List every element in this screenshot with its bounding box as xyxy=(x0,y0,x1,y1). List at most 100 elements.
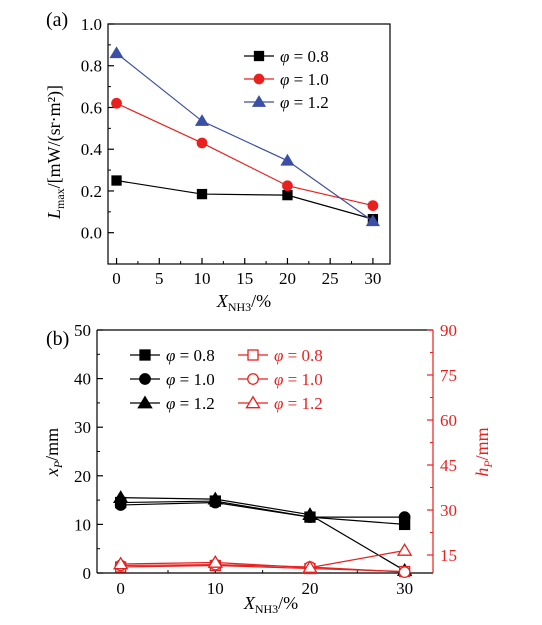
panel-a-data-point xyxy=(367,200,379,211)
legend-label-b-5: φ = 1.2 xyxy=(274,394,323,413)
panel-a-y-tick-label: 0.6 xyxy=(81,98,102,117)
panel-b-chart: (b) xP/mm hP/mm XNH3/% 0 10 20 300102030405… xyxy=(42,321,495,616)
panel-a-ylabel-sub: max xyxy=(53,188,67,209)
panel-b-y-left-tick-label: 50 xyxy=(74,321,91,340)
panel-b-data-point xyxy=(112,556,129,570)
panel-a-data-point xyxy=(196,188,208,200)
panel-a-data-point xyxy=(280,153,295,166)
panel-b-y-left-tick-label: 40 xyxy=(74,370,91,389)
panel-b-legend-marker xyxy=(247,373,259,385)
legend-label-b-0: φ = 0.8 xyxy=(166,346,215,365)
panel-a-data-point xyxy=(282,189,293,201)
panel-b-series-line-1 xyxy=(120,501,405,518)
panel-b-legend-marker xyxy=(247,349,259,361)
panel-b-y-left-tick-label: 20 xyxy=(74,467,91,486)
panel-b-ylabel-right-unit: /mm xyxy=(472,427,492,460)
panel-b-x-tick-label: 30 xyxy=(396,579,413,598)
panel-b-y-left-tick-label: 10 xyxy=(74,515,91,534)
panel-b-x-tick-label: 10 xyxy=(207,579,224,598)
panel-a-x-tick-label: 5 xyxy=(155,269,164,288)
panel-b-y-right-tick-label: 60 xyxy=(440,411,457,430)
panel-a-x-tick-label: 25 xyxy=(322,269,339,288)
panel-b-xlabel-main: X xyxy=(243,593,256,613)
panel-b-xlabel: XNH3/% xyxy=(243,593,298,616)
legend-label-b-4: φ = 1.0 xyxy=(274,370,323,389)
panel-b-y-right-tick-label: 90 xyxy=(440,321,457,340)
panel-a-series-line-1 xyxy=(116,102,374,207)
panel-b-y-left-tick-label: 30 xyxy=(74,418,91,437)
panel-b-y-right-tick-label: 30 xyxy=(440,501,457,520)
panel-b-ylabel-right: hP/mm xyxy=(472,427,495,476)
panel-a-legend-marker xyxy=(253,73,265,85)
panel-b-ylabel-left-sub: P xyxy=(51,460,65,469)
panel-a-legend-marker xyxy=(253,50,265,62)
panel-b-series-line-0 xyxy=(120,500,405,525)
panel-b-data-point xyxy=(302,560,318,573)
panel-b-ylabel-right-sub: P xyxy=(481,460,495,469)
panel-a-series-line-2 xyxy=(116,52,374,222)
panel-a-data-point xyxy=(111,97,122,109)
panel-b-y-left-tick-label: 0 xyxy=(83,564,92,583)
panel-b-label: (b) xyxy=(46,328,69,350)
panel-a-y-tick-label: 0.4 xyxy=(81,140,103,159)
panel-a-data-point xyxy=(111,175,122,186)
panel-b-ylabel-left-main: x xyxy=(42,468,62,477)
legend-label-a-0: φ = 0.8 xyxy=(280,47,329,66)
panel-a-x-tick-label: 20 xyxy=(279,269,296,288)
panel-b-series-line-4 xyxy=(120,563,405,573)
panel-b-legend-marker xyxy=(139,373,151,385)
panel-a-xlabel-unit: /% xyxy=(251,291,271,311)
panel-a-xlabel-main: X xyxy=(216,291,229,311)
panel-b-data-point xyxy=(398,511,411,524)
panel-a-ylabel-main: L xyxy=(44,209,64,220)
panel-a-data-point xyxy=(282,180,293,192)
panel-a-legend-marker xyxy=(251,95,267,107)
panel-b-y-right-tick-label: 45 xyxy=(440,456,457,475)
panel-b-data-point xyxy=(112,490,129,504)
panel-b-ylabel-left: xP/mm xyxy=(42,428,65,477)
panel-b-legend-marker xyxy=(137,395,153,409)
panel-b-data-point xyxy=(398,566,411,578)
panel-b-legend-marker xyxy=(139,349,151,361)
panel-b-data-point xyxy=(207,554,224,568)
panel-a-chart: (a) Lmax/[mW/(sr·m²)] XNH3/% 0 5 10 15 20 25 3… xyxy=(44,9,391,314)
panel-a-x-tick-label: 30 xyxy=(364,269,381,288)
panel-a-x-tick-label: 0 xyxy=(112,269,121,288)
panel-b-xlabel-sub: NH3 xyxy=(255,602,278,616)
panel-a-y-tick-label: 0.0 xyxy=(81,224,102,243)
panel-a-y-tick-label: 1.0 xyxy=(81,15,102,34)
legend-label-b-3: φ = 0.8 xyxy=(274,346,323,365)
panel-b-data-point xyxy=(302,507,318,521)
panel-a-y-tick-label: 0.2 xyxy=(81,182,102,201)
legend-label-a-2: φ = 1.2 xyxy=(280,93,329,112)
panel-a-xlabel: XNH3/% xyxy=(216,291,271,314)
panel-b-xlabel-unit: /% xyxy=(278,593,298,613)
panel-a-data-point xyxy=(194,114,210,126)
panel-a-data-point xyxy=(109,46,124,59)
panel-a-plot-frame xyxy=(107,23,391,265)
panel-b-y-right-tick-label: 15 xyxy=(440,546,457,565)
panel-b-data-point xyxy=(207,491,224,505)
legend-label-b-1: φ = 1.0 xyxy=(166,370,215,389)
panel-a-xlabel-sub: NH3 xyxy=(228,300,251,314)
panel-a-series-line-0 xyxy=(116,179,374,220)
panel-b-series-line-5 xyxy=(120,549,405,569)
panel-b-data-point xyxy=(396,542,413,556)
panel-b-legend-marker xyxy=(245,395,261,409)
panel-a-y-tick-label: 0.8 xyxy=(81,57,102,76)
panel-a-ylabel-unit: /[mW/(sr·m²)] xyxy=(44,85,65,188)
panel-b-series-line-2 xyxy=(120,497,405,572)
legend-label-a-1: φ = 1.0 xyxy=(280,70,329,89)
panel-a-label: (a) xyxy=(46,9,68,31)
panel-a-data-point xyxy=(365,214,380,227)
panel-a-ylabel: Lmax/[mW/(sr·m²)] xyxy=(44,85,67,220)
panel-a-x-tick-label: 15 xyxy=(236,269,253,288)
panel-b-x-tick-label: 0 xyxy=(116,579,125,598)
panel-b-y-right-tick-label: 75 xyxy=(440,366,457,385)
panel-b-ylabel-right-main: h xyxy=(472,468,492,477)
panel-a-x-tick-label: 10 xyxy=(194,269,211,288)
panel-b-ylabel-left-unit: /mm xyxy=(42,428,62,461)
legend-label-b-2: φ = 1.2 xyxy=(166,394,215,413)
panel-b-x-tick-label: 20 xyxy=(301,579,318,598)
